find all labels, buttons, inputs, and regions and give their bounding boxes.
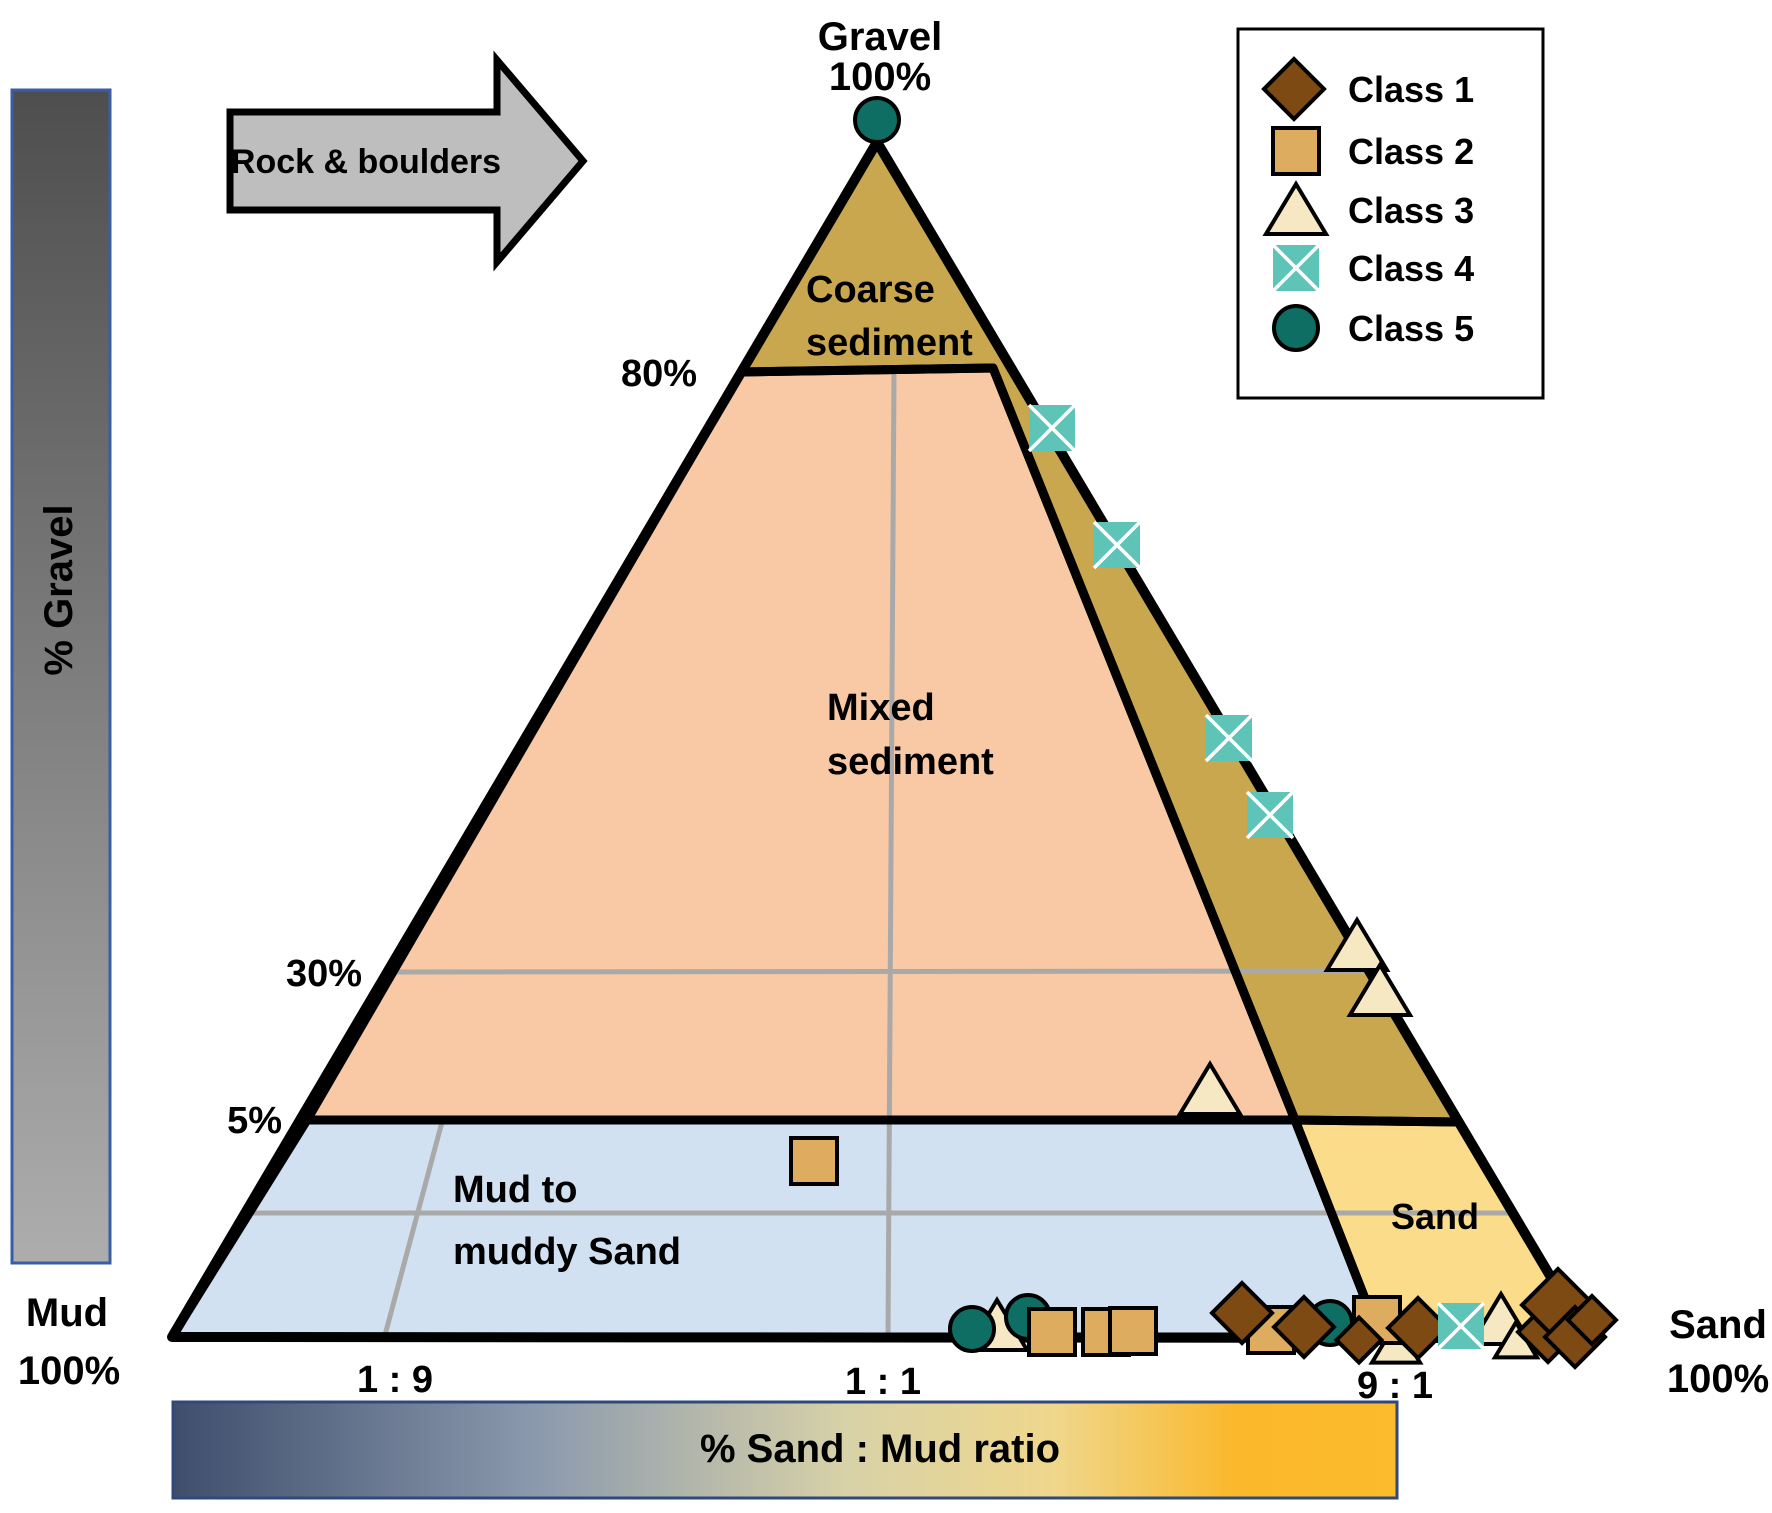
legend-marker-class-4 — [1271, 243, 1321, 293]
class-4-point — [1436, 1301, 1486, 1351]
legend-marker-class-1 — [1261, 56, 1327, 122]
mud-corner-100: 100% — [18, 1349, 120, 1393]
region-mixed-sediment — [307, 368, 1295, 1120]
data-points — [789, 96, 1619, 1370]
gravel-scale-label: % Gravel — [37, 504, 81, 675]
class-5-point — [853, 96, 901, 144]
mixed-sediment-label-line2: sediment — [827, 741, 994, 783]
legend-label-class-4: Class 4 — [1348, 248, 1474, 289]
mud-corner-label: Mud — [26, 1291, 108, 1335]
mixed-sediment-label-line1: Mixed — [827, 687, 935, 729]
legend-marker-class-5 — [1272, 304, 1320, 352]
class-2-point — [1027, 1307, 1077, 1357]
ratio-tick-labels: 1 : 9 1 : 1 9 : 1 — [357, 1359, 1433, 1407]
legend-label-class-5: Class 5 — [1348, 308, 1474, 349]
legend-label-class-3: Class 3 — [1348, 190, 1474, 231]
class-3-point — [1346, 961, 1414, 1017]
gridlines — [245, 372, 1513, 1336]
class-4-point — [1092, 520, 1142, 570]
region-sand — [1295, 1120, 1587, 1338]
class-4-point — [1204, 713, 1254, 763]
class-3-point — [1176, 1060, 1244, 1116]
class-1-point — [1271, 1294, 1337, 1360]
tick-1-1: 1 : 1 — [845, 1361, 921, 1403]
tick-1-9: 1 : 9 — [357, 1359, 433, 1401]
sand-mud-gradient-bar — [171, 1400, 1399, 1500]
gravel-tick-labels: 80% 30% 5% — [227, 353, 697, 1142]
tick-80pct: 80% — [621, 353, 697, 395]
class-3-point — [1323, 916, 1391, 972]
mud-to-muddy-sand-label-line1: Mud to — [453, 1169, 578, 1211]
gridline-ratio-1-1 — [885, 372, 897, 1336]
sand-corner-label: Sand — [1669, 1303, 1767, 1347]
region-labels: Coarse sediment Mixed sediment Mud to mu… — [453, 269, 1479, 1273]
legend: Class 1 Class 2 Class 3 Class 4 Class 5 — [1236, 27, 1545, 400]
sand-mud-scale-bar: % Sand : Mud ratio — [171, 1400, 1399, 1500]
gravel-gradient-bar — [10, 88, 112, 1265]
gridline-ratio-1-9 — [382, 1121, 445, 1336]
rock-boulders-arrow: Rock & boulders — [226, 50, 588, 272]
class-1-point — [1333, 1314, 1385, 1366]
class-1-point — [1565, 1293, 1619, 1347]
sand-mud-scale-label: % Sand : Mud ratio — [700, 1427, 1060, 1471]
class-4-point — [1245, 790, 1295, 840]
legend-marker-class-2 — [1271, 126, 1321, 176]
class-5-point — [948, 1305, 996, 1353]
legend-label-class-2: Class 2 — [1348, 131, 1474, 172]
legend-markers — [1261, 56, 1330, 352]
legend-marker-class-3 — [1262, 180, 1330, 236]
class-1-point — [1209, 1280, 1275, 1346]
class-2-point — [1108, 1306, 1158, 1356]
class-4-point — [1027, 403, 1077, 453]
sand-region-label: Sand — [1391, 1196, 1479, 1237]
class-2-point — [789, 1136, 839, 1186]
title-gravel-100: 100% — [829, 55, 931, 99]
mud-to-muddy-sand-label-line2: muddy Sand — [453, 1231, 681, 1273]
gridline-30pct — [386, 968, 1370, 975]
arrow-label: Rock & boulders — [231, 143, 501, 181]
coarse-sediment-label-line2: sediment — [806, 322, 973, 364]
tick-9-1: 9 : 1 — [1357, 1365, 1433, 1407]
arrow-shape — [226, 50, 588, 272]
coarse-sediment-label-line1: Coarse — [806, 269, 935, 311]
tick-30pct: 30% — [286, 953, 362, 995]
tick-5pct: 5% — [227, 1100, 282, 1142]
sand-corner-100: 100% — [1667, 1357, 1769, 1401]
legend-labels: Class 1 Class 2 Class 3 Class 4 Class 5 — [1348, 69, 1474, 349]
corner-labels: Gravel 100% Mud 100% Sand 100% — [18, 15, 1769, 1401]
legend-label-class-1: Class 1 — [1348, 69, 1474, 110]
region-mud-to-muddy-sand — [172, 1120, 1380, 1337]
title-gravel: Gravel — [818, 15, 943, 59]
gravel-scale-bar: % Gravel — [10, 88, 112, 1265]
